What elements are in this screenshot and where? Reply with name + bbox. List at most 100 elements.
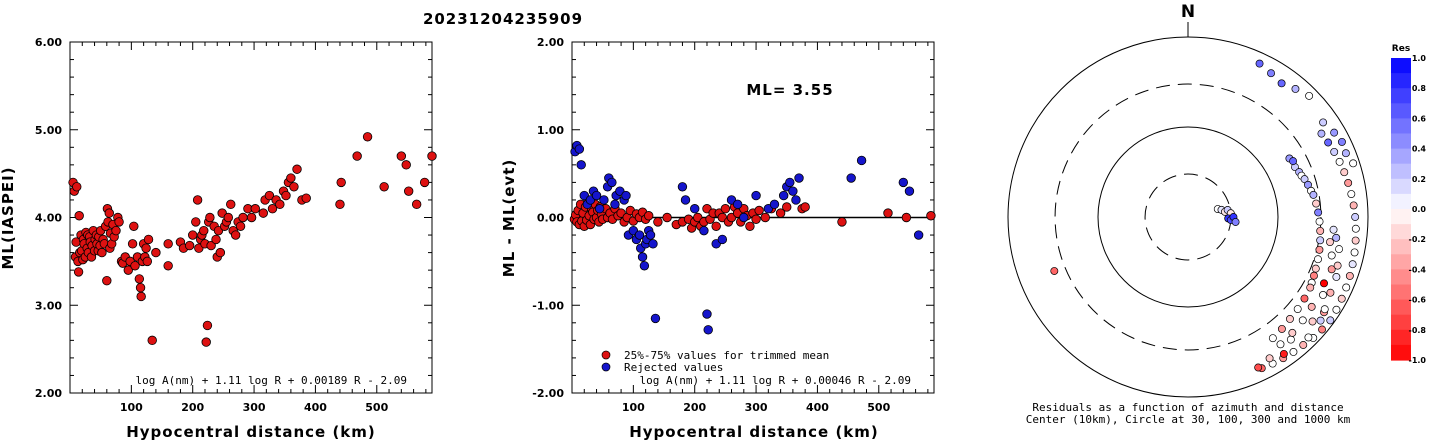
y-tick-label: 2.00 (35, 387, 62, 400)
colorbar-tick-label: 0.4 (1412, 145, 1427, 154)
station-residual-point (1299, 341, 1308, 349)
data-point (238, 212, 248, 223)
station-residual-point (1332, 233, 1341, 242)
station-residual-point (1288, 328, 1297, 337)
colorbar-cell (1391, 254, 1411, 270)
data-point (73, 267, 84, 277)
y-tick-label: 4.00 (35, 212, 62, 225)
data-point (136, 291, 146, 302)
station-residual-point (1327, 265, 1336, 274)
data-point (163, 261, 173, 271)
station-residual-point (1330, 147, 1339, 156)
station-residual-point (1337, 294, 1346, 303)
station-residual-point (1319, 118, 1328, 127)
x-tick-label: 100 (622, 401, 645, 414)
station-residuals (1050, 59, 1360, 373)
points-rejected (570, 140, 924, 335)
station-residual-point (1349, 159, 1358, 168)
rejected-point (639, 261, 650, 271)
station-residual-point (1316, 226, 1325, 235)
colorbar-cell (1391, 209, 1411, 225)
rejected-point (785, 177, 795, 188)
station-residual-point (1289, 348, 1298, 356)
colorbar-cell (1391, 329, 1411, 346)
rejected-point (576, 160, 586, 170)
station-residual-point (1231, 218, 1240, 226)
colorbar-tick-label: -0.8 (1409, 326, 1427, 335)
colorbar-cell (1391, 133, 1411, 150)
station-residual-point (1332, 305, 1341, 314)
x-tick-label: 200 (181, 401, 204, 414)
data-point (74, 211, 84, 221)
colorbar-labels: 1.0 0.8 0.6 0.4 0.2 0.0 -0.2 -0.4 -0.6 -0.8 -1.0 (1409, 54, 1427, 365)
trimmed-mean-point (760, 212, 770, 223)
station-residual-point (1293, 305, 1302, 313)
station-residual-point (1315, 217, 1324, 226)
panel-azimuth-residuals: N Residuals as a function of azimuth and… (1007, 2, 1369, 426)
data-point (130, 261, 140, 271)
data-point (401, 160, 411, 170)
colorbar-tick-label: -0.6 (1409, 296, 1427, 305)
data-point (111, 225, 121, 236)
rejected-point (634, 230, 645, 240)
station-residual-point (1314, 208, 1323, 217)
station-residual-point (1329, 225, 1338, 234)
y-tick-label: 0.00 (537, 212, 564, 225)
ring-30km (1144, 173, 1232, 261)
rejected-point (794, 173, 804, 183)
station-residual-point (1351, 213, 1360, 221)
data-point (127, 239, 138, 249)
data-point (235, 221, 246, 231)
data-point (226, 199, 236, 210)
data-point (379, 182, 389, 192)
station-residual-point (1332, 272, 1341, 281)
x-axis-label: Hypocentral distance (km) (629, 423, 879, 441)
rejected-point (599, 195, 609, 205)
rejected-point (594, 204, 605, 214)
station-residual-point (1348, 260, 1357, 269)
data-point (192, 195, 203, 205)
x-ticks: 100 200 300 400 500 (81, 42, 427, 414)
data-point (184, 240, 195, 251)
distance-rings (1007, 36, 1369, 398)
data-point (123, 265, 133, 275)
station-residual-point (1337, 137, 1346, 146)
rejected-point (739, 212, 749, 223)
data-point (286, 173, 296, 183)
station-residual-point (1320, 279, 1328, 288)
colorbar-cell (1391, 73, 1411, 89)
trimmed-mean-point (754, 205, 764, 216)
station-residual-point (1312, 199, 1321, 208)
rejected-point (690, 204, 700, 214)
data-point (230, 230, 241, 240)
north-label: N (1181, 2, 1195, 22)
trimmed-mean-point (653, 217, 663, 227)
panel-residual-vs-distance: -2.00 -1.00 0.00 1.00 2.00 100 200 300 400 500 M… (500, 36, 936, 441)
station-residual-point (1279, 349, 1288, 358)
data-point (201, 337, 211, 347)
data-point (188, 230, 198, 240)
colorbar-cell (1391, 344, 1411, 361)
data-point (199, 225, 209, 236)
ml-value-label: ML= 3.55 (746, 81, 833, 99)
rejected-point (645, 230, 656, 240)
x-tick-label: 500 (867, 401, 890, 414)
x-tick-label: 300 (745, 401, 768, 414)
y-tick-label: -2.00 (532, 387, 564, 400)
colorbar-tick-label: -1.0 (1409, 356, 1427, 365)
colorbar-cell (1391, 178, 1411, 195)
data-point (163, 239, 173, 249)
trimmed-mean-point (643, 211, 654, 221)
trimmed-mean-point (800, 202, 810, 212)
data-point (215, 247, 226, 258)
trimmed-mean-point (720, 204, 731, 214)
colorbar-cell (1391, 284, 1411, 301)
data-point (143, 234, 154, 245)
legend-red-marker (601, 350, 611, 360)
rejected-point (637, 252, 648, 262)
colorbar-cells (1391, 58, 1411, 361)
figure-title: 20231204235909 (423, 10, 583, 28)
y-tick-label: 3.00 (35, 299, 62, 312)
y-tick-label: 6.00 (35, 36, 62, 49)
